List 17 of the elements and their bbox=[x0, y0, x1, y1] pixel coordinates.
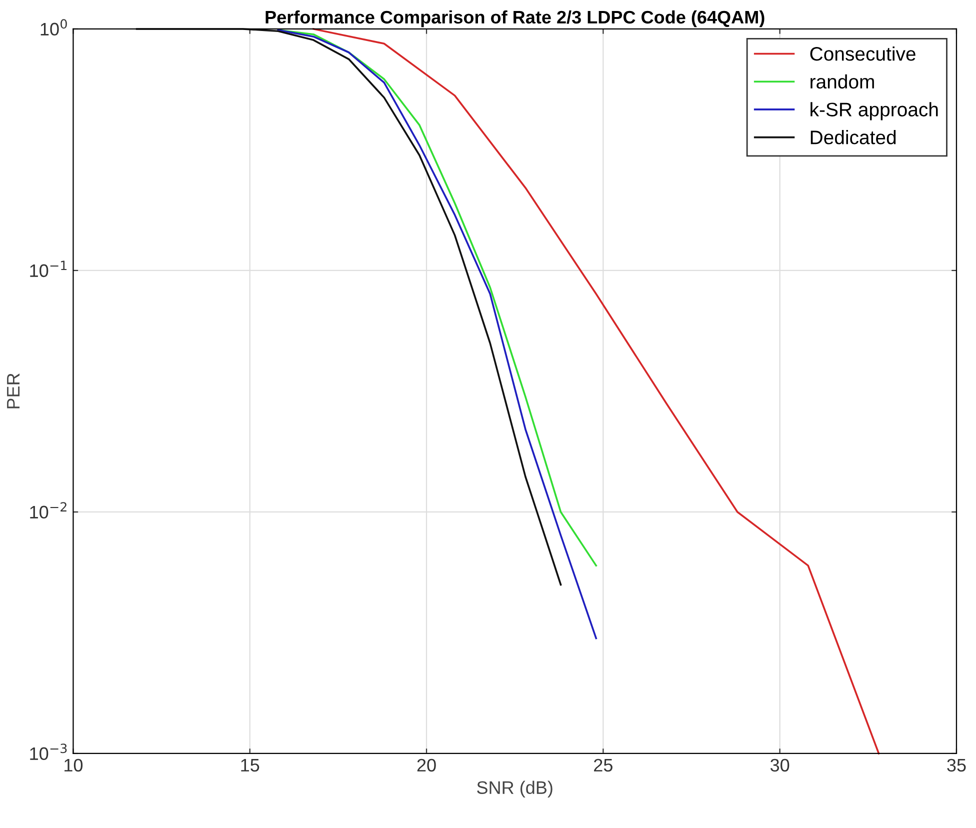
x-tick-label: 10 bbox=[64, 758, 83, 772]
chart-title: Performance Comparison of Rate 2/3 LDPC Code (64QAM) bbox=[266, 10, 764, 28]
legend-label: Consecutive bbox=[810, 46, 916, 61]
x-tick-label: 15 bbox=[241, 759, 260, 772]
legend-label: k-SR approach bbox=[810, 102, 938, 120]
y-tick-label: 10$^{−1}$ bbox=[30, 260, 67, 278]
x-tick-label: 25 bbox=[594, 758, 612, 772]
legend-label: random bbox=[810, 74, 874, 89]
y-axis-title: PER bbox=[7, 374, 20, 408]
x-axis-title: SNR (dB) bbox=[477, 780, 552, 798]
y-tick-label: 10$^{0}$ bbox=[40, 19, 67, 36]
x-tick-label: 30 bbox=[770, 758, 790, 772]
legend-label: Dedicated bbox=[810, 130, 896, 144]
y-tick-label: 10$^{−3}$ bbox=[30, 744, 67, 760]
x-tick-label: 35 bbox=[947, 758, 966, 772]
y-tick-label: 10$^{−2}$ bbox=[30, 502, 66, 519]
x-tick-label: 20 bbox=[417, 758, 436, 772]
